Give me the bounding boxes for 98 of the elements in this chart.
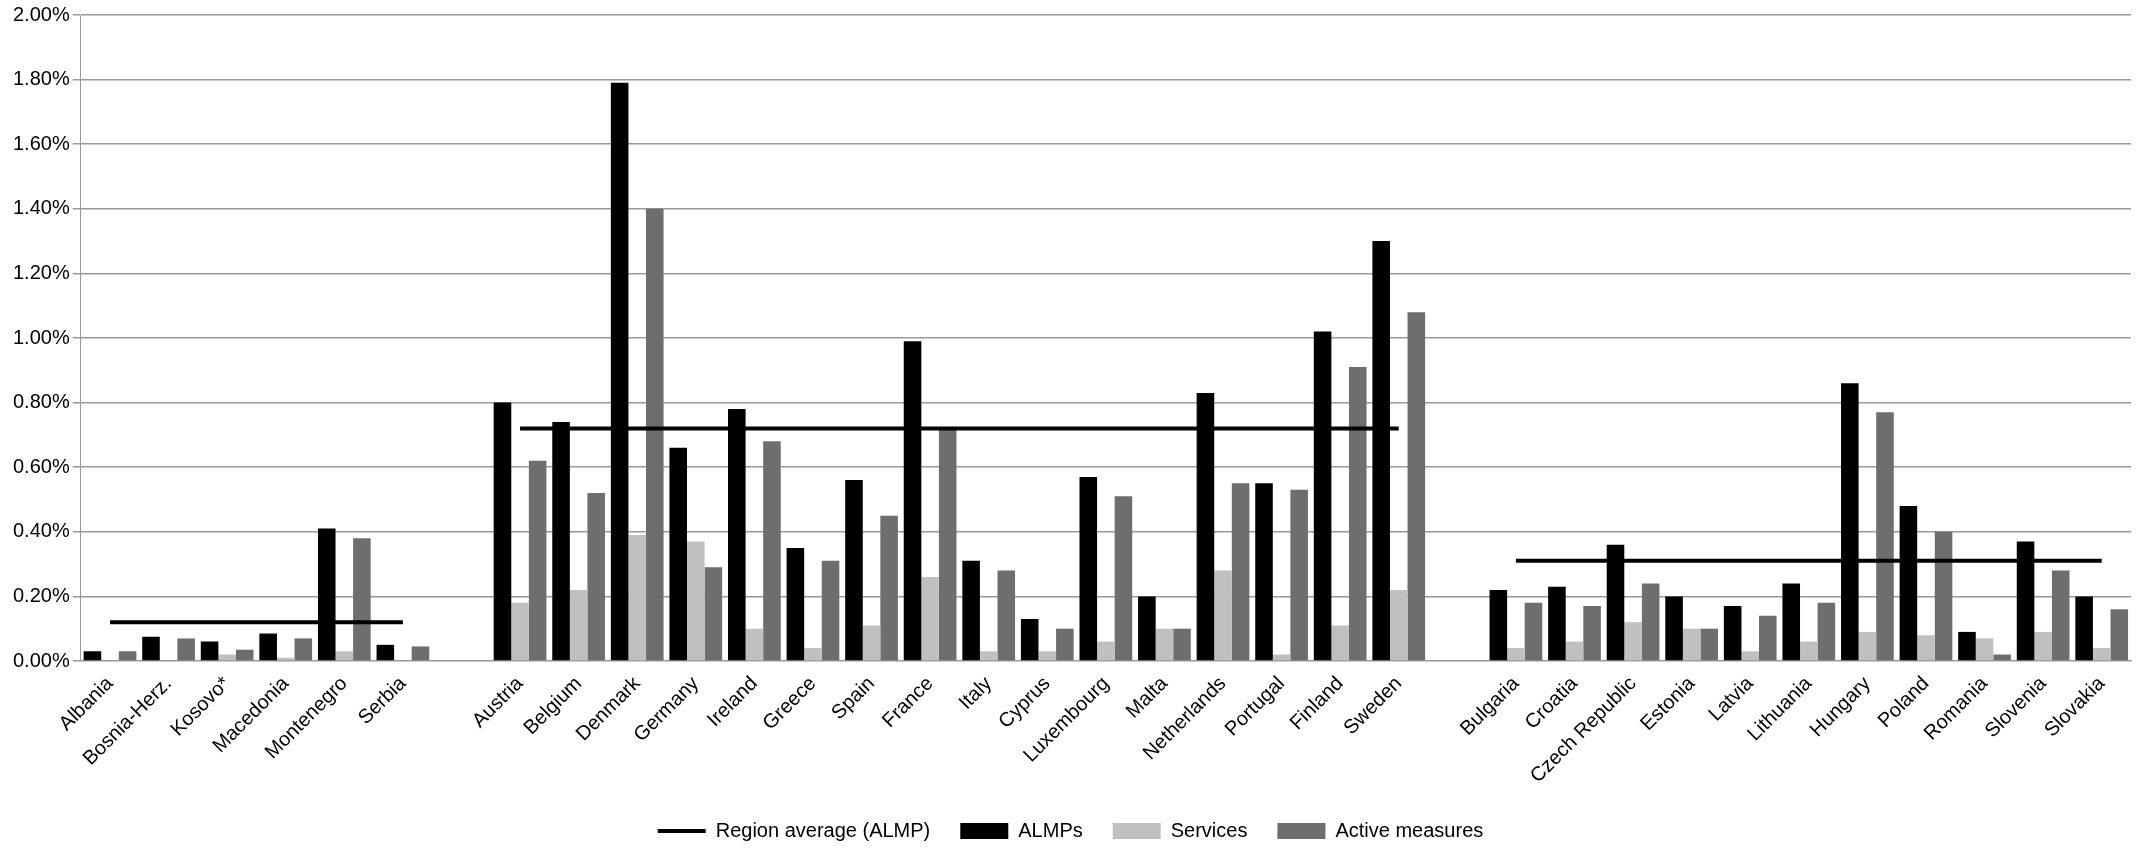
legend-label: Region average (ALMP) [715,818,931,841]
bar [1917,635,1935,661]
bar [511,602,529,661]
x-tick-label: Italy [953,671,996,714]
bar [587,493,605,661]
bar [1583,606,1601,661]
bar [353,538,371,661]
bar [1975,638,1994,661]
bar [938,428,957,661]
bar [1800,641,1818,661]
bar [1097,641,1115,661]
bar [1255,483,1273,661]
y-tick-label: 0.60% [12,454,70,477]
bar [1348,367,1367,661]
bar [1079,476,1098,661]
bar [1782,583,1801,661]
bar [1665,596,1683,661]
bar [1507,648,1525,661]
bar [235,649,254,661]
bar [1489,589,1508,661]
y-tick-label: 0.20% [12,583,70,606]
bar [335,651,354,661]
bar [687,541,705,661]
bar [1858,631,1877,661]
bar [118,651,137,661]
bar [1173,628,1191,661]
bar [704,567,723,661]
y-tick-label: 1.20% [12,260,70,283]
legend-label: ALMPs [1018,818,1083,841]
bar [1548,586,1566,661]
bar [493,402,512,661]
bar [1389,589,1408,661]
bar [1759,615,1777,661]
bar [1214,570,1232,661]
bar [1817,602,1836,661]
y-tick-label: 1.60% [12,131,70,154]
bar [1682,628,1701,661]
bar [1700,628,1719,661]
y-tick-label: 1.80% [12,67,70,90]
bar [804,648,822,661]
bar [763,441,781,661]
legend-label: Services [1170,818,1248,841]
bar [1993,654,2011,661]
bar [646,208,664,661]
bar [294,638,313,661]
bar [1038,651,1057,661]
bar [1524,602,1543,661]
y-tick-label: 0.40% [12,519,70,542]
bar [1290,489,1308,661]
bar [569,589,588,661]
y-tick-label: 2.00% [12,2,70,25]
bar [745,628,764,661]
bar [218,654,236,661]
bar [921,577,939,661]
bar [1641,583,1660,661]
bar [962,560,980,661]
bar [1934,531,1953,661]
bar [1020,619,1039,661]
bar [1056,628,1074,661]
y-tick-label: 1.40% [12,196,70,219]
bar [628,535,646,661]
bar [1958,631,1976,661]
bar [1741,651,1760,661]
bar [2034,631,2052,661]
bar [880,515,898,661]
bar [821,560,840,661]
bar [2092,648,2111,661]
legend-label: Active measures [1335,818,1484,841]
bar [1624,622,1642,661]
y-tick-label: 0.00% [12,648,70,671]
bar [1138,596,1156,661]
y-tick-label: 1.00% [12,325,70,348]
bar [2110,609,2129,661]
bar [142,636,160,661]
bar [2075,596,2093,661]
bar [1876,412,1894,661]
bar [376,644,395,661]
bar [259,633,277,661]
bar [83,651,102,661]
bar [2051,570,2070,661]
bar [1565,641,1584,661]
bar [997,570,1016,661]
bar [200,641,219,661]
bar [862,625,881,661]
bar [1407,312,1426,661]
bar [669,447,688,661]
bar [1155,628,1174,661]
bar [786,547,805,661]
bar [979,651,998,661]
y-tick-label: 0.80% [12,390,70,413]
bar [1723,606,1742,661]
bar [1331,625,1349,661]
bar [528,460,547,661]
bar [177,638,195,661]
bar [845,480,863,661]
bar [411,646,430,661]
bar [1114,496,1133,661]
bar [1231,483,1250,661]
